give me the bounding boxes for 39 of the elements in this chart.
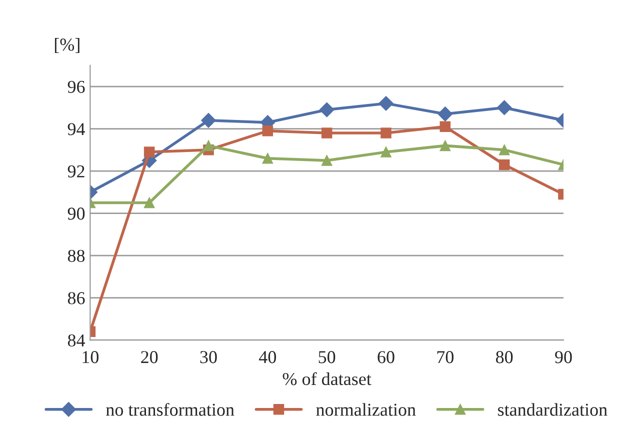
- point: [319, 102, 334, 118]
- point: [440, 140, 451, 152]
- point: [321, 155, 332, 166]
- point: [498, 144, 510, 156]
- y-tick-label: 86: [68, 292, 85, 304]
- point: [378, 96, 394, 111]
- point: [440, 121, 451, 132]
- legend-label: standardization: [498, 403, 608, 416]
- point: [321, 128, 332, 138]
- point: [203, 140, 214, 152]
- point: [380, 146, 392, 158]
- x-tick-label: 30: [200, 351, 217, 364]
- x-tick-label: 70: [437, 351, 454, 364]
- point: [498, 159, 510, 170]
- y-tick-label: 84: [68, 334, 86, 347]
- x-axis-title: % of dataset: [282, 372, 372, 386]
- y-tick-label: 92: [68, 165, 84, 178]
- y-tick-label: 90: [68, 208, 85, 220]
- x-tick-label: 40: [258, 351, 276, 364]
- point: [201, 112, 216, 128]
- point: [144, 197, 155, 208]
- y-axis-title: [%]: [54, 38, 80, 53]
- x-tick-label: 50: [318, 351, 336, 364]
- legend-label: no transformation: [106, 402, 234, 416]
- x-tick-label: 80: [496, 351, 513, 364]
- legend-label: normalization: [316, 403, 416, 416]
- point: [380, 128, 392, 138]
- x-tick-label: 20: [141, 351, 158, 364]
- y-tick-label: 94: [68, 123, 86, 136]
- point: [438, 106, 453, 122]
- y-tick-label: 88: [68, 250, 85, 262]
- point: [262, 126, 274, 136]
- x-tick-label: 10: [82, 351, 98, 364]
- y-tick-label: 96: [68, 80, 85, 93]
- point: [144, 146, 155, 158]
- x-tick-label: 60: [378, 351, 394, 364]
- point: [496, 100, 512, 116]
- point: [262, 152, 274, 164]
- x-tick-label: 90: [555, 351, 572, 364]
